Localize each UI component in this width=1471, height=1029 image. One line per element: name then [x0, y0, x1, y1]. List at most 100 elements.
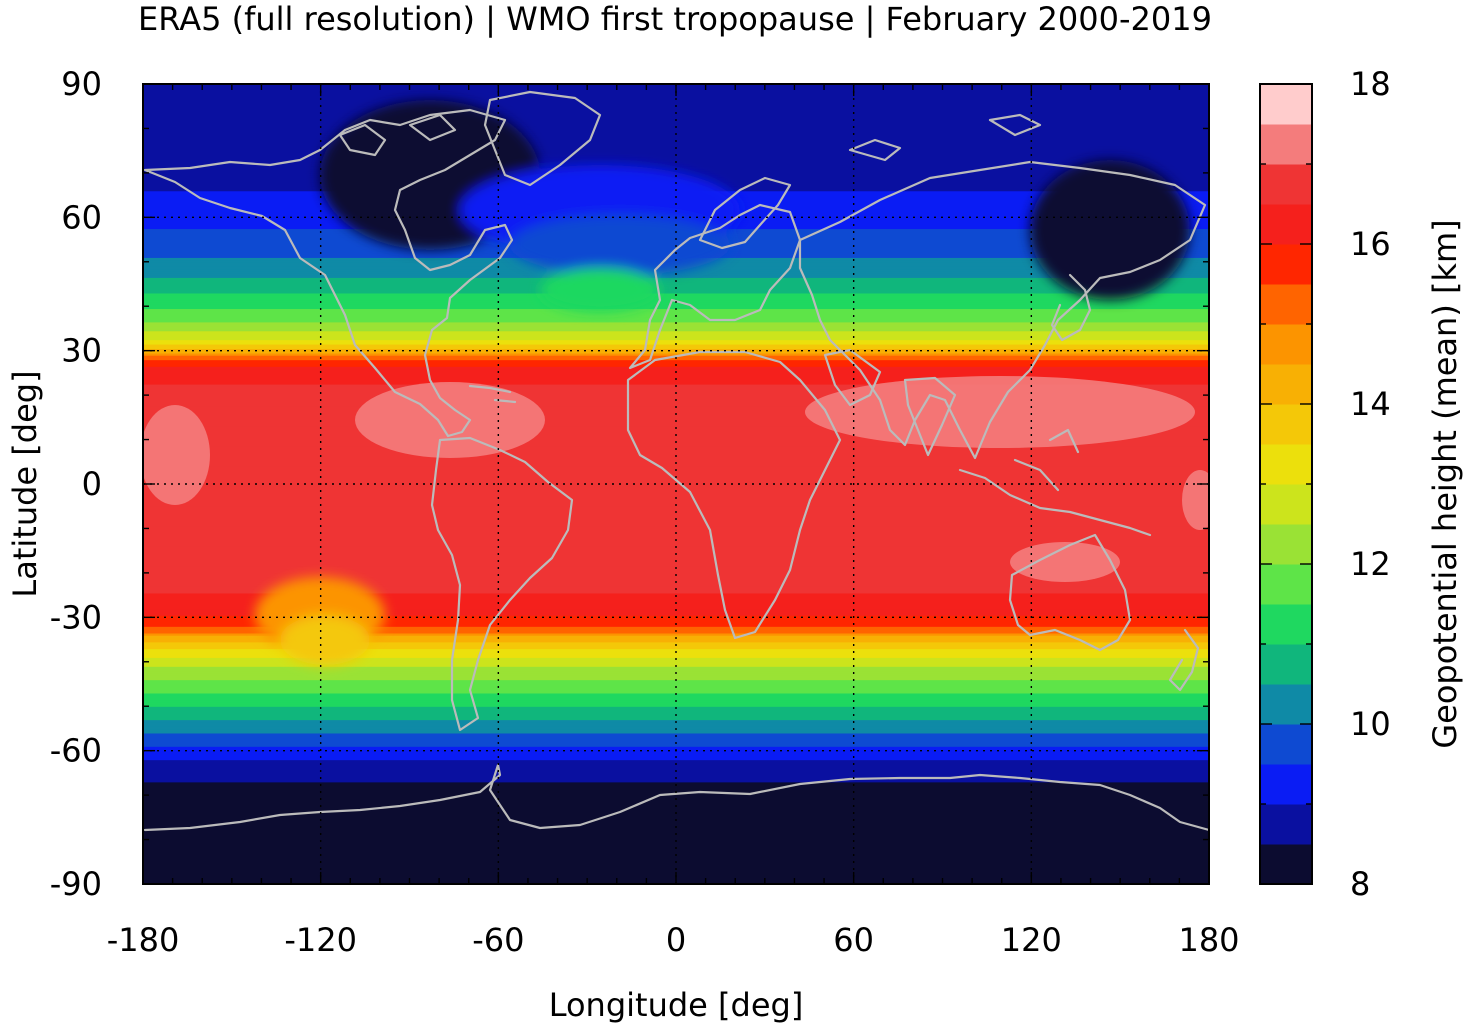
- height-band: [143, 766, 1209, 770]
- height-band: [143, 435, 1209, 438]
- colorbar-level: [1260, 644, 1312, 685]
- height-band: [143, 441, 1209, 445]
- height-band: [143, 837, 1209, 841]
- height-band: [143, 764, 1209, 767]
- height-band: [143, 599, 1209, 603]
- height-band: [143, 366, 1209, 370]
- coast-south-america: [430, 436, 574, 732]
- height-band: [143, 677, 1209, 681]
- height-band: [143, 848, 1209, 852]
- y-tick-label: -60: [50, 732, 102, 770]
- coast-arctic-islands: [338, 113, 1042, 162]
- height-band: [143, 386, 1209, 390]
- height-band: [143, 759, 1209, 763]
- height-band: [143, 610, 1209, 614]
- height-band: [143, 575, 1209, 578]
- arctic-cold-core-siberia: [1030, 160, 1190, 300]
- colorbar-level: [1260, 404, 1312, 445]
- height-band: [143, 710, 1209, 714]
- height-band: [143, 781, 1209, 785]
- colorbar: [1260, 84, 1312, 885]
- height-band: [143, 715, 1209, 718]
- colorbar-level: [1260, 804, 1312, 845]
- height-band: [143, 717, 1209, 721]
- height-band: [143, 779, 1209, 783]
- height-band: [143, 368, 1209, 372]
- height-band: [143, 106, 1209, 110]
- height-band: [143, 541, 1209, 545]
- height-band: [143, 101, 1209, 105]
- colorbar-level: [1260, 844, 1312, 885]
- height-band: [143, 675, 1209, 678]
- height-band: [143, 635, 1209, 638]
- height-band: [143, 408, 1209, 412]
- height-band: [143, 515, 1209, 518]
- height-band: [143, 404, 1209, 407]
- height-band: [143, 737, 1209, 741]
- height-band: [143, 159, 1209, 163]
- height-band: [143, 346, 1209, 350]
- height-band: [143, 295, 1209, 298]
- height-band: [143, 415, 1209, 418]
- height-band: [143, 770, 1209, 774]
- height-band: [143, 495, 1209, 498]
- colorbar-level: [1260, 324, 1312, 365]
- height-band: [143, 752, 1209, 756]
- height-band: [143, 490, 1209, 494]
- height-band: [143, 430, 1209, 434]
- height-band: [143, 486, 1209, 490]
- height-band: [143, 730, 1209, 734]
- colorbar-level: [1260, 764, 1312, 805]
- height-band: [143, 799, 1209, 803]
- colorbar-level: [1260, 244, 1312, 285]
- height-band: [143, 648, 1209, 652]
- y-tick-label: -90: [50, 865, 102, 903]
- height-band: [143, 452, 1209, 456]
- height-band: [143, 795, 1209, 798]
- height-band: [143, 719, 1209, 723]
- height-band: [143, 672, 1209, 676]
- coast-india: [903, 376, 957, 457]
- height-band: [143, 864, 1209, 867]
- height-band: [143, 417, 1209, 421]
- height-band: [143, 612, 1209, 616]
- height-band: [143, 350, 1209, 354]
- height-band: [143, 277, 1209, 281]
- warm-pool-west-pacific: [143, 405, 210, 505]
- height-band: [143, 319, 1209, 323]
- y-tick-label: -30: [50, 598, 102, 636]
- height-band: [143, 537, 1209, 541]
- height-band: [143, 301, 1209, 305]
- colorbar-level: [1260, 124, 1312, 165]
- colorbar-level: [1260, 524, 1312, 565]
- colorbar-ticks: 8 10 12 14 16 18: [1260, 65, 1391, 903]
- height-band: [143, 326, 1209, 330]
- chart-title: ERA5 (full resolution) | WMO first tropo…: [138, 0, 1212, 38]
- height-band: [143, 592, 1209, 596]
- height-band: [143, 646, 1209, 650]
- height-band: [143, 297, 1209, 301]
- coastlines: [143, 90, 1209, 832]
- height-band: [143, 744, 1209, 747]
- height-band: [143, 115, 1209, 118]
- height-band: [143, 548, 1209, 552]
- height-band: [143, 768, 1209, 772]
- height-band: [143, 352, 1209, 356]
- height-band: [143, 690, 1209, 694]
- colorbar-tick-label: 10: [1350, 705, 1391, 743]
- height-band: [143, 604, 1209, 607]
- height-band: [143, 428, 1209, 432]
- height-band: [143, 164, 1209, 167]
- height-band: [143, 166, 1209, 170]
- height-band: [143, 750, 1209, 754]
- height-band: [143, 444, 1209, 447]
- height-band: [143, 815, 1209, 818]
- height-band: [143, 312, 1209, 316]
- height-band: [143, 446, 1209, 450]
- height-band: [143, 568, 1209, 572]
- height-band: [143, 775, 1209, 778]
- height-band: [143, 150, 1209, 154]
- coast-asia: [798, 160, 1207, 460]
- warm-pools: [143, 376, 1209, 582]
- height-band: [143, 739, 1209, 743]
